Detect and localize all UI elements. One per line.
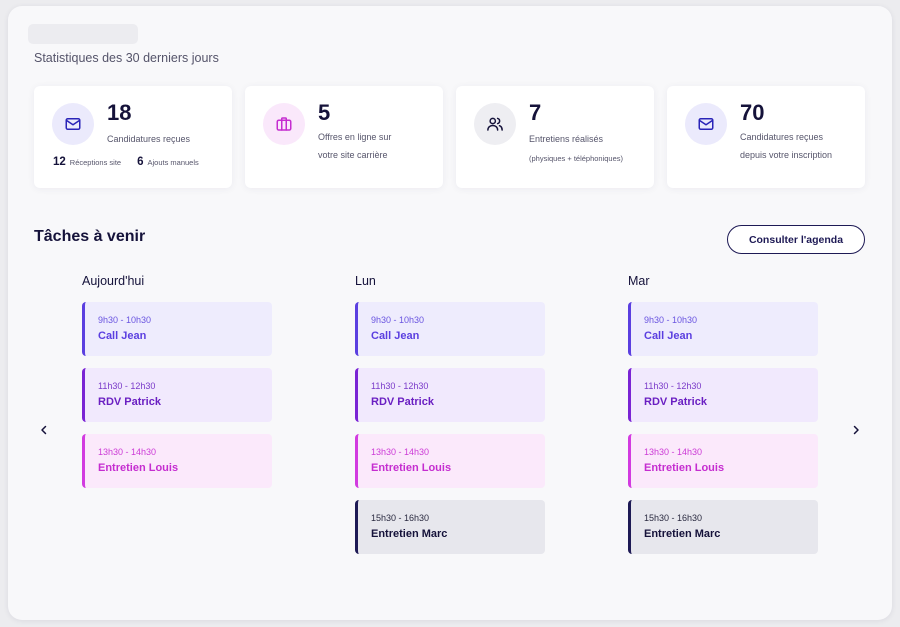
task-card[interactable]: 11h30 - 12h30 RDV Patrick [628, 368, 818, 422]
task-name: Call Jean [644, 330, 693, 342]
day-title: Lun [355, 274, 376, 288]
task-name: Call Jean [98, 330, 147, 342]
stat-number: 7 [529, 100, 542, 125]
stat-number: 18 [107, 100, 132, 125]
task-card[interactable]: 13h30 - 14h30 Entretien Louis [82, 434, 272, 488]
stat-note: (physiques + téléphoniques) [529, 154, 624, 163]
day-title: Aujourd'hui [82, 274, 145, 288]
stat-label: Entretiens réalisés [529, 134, 604, 144]
task-card[interactable]: 9h30 - 10h30 Call Jean [628, 302, 818, 356]
stat-label: Offres en ligne sur votre site carrière [318, 128, 438, 164]
task-time: 11h30 - 12h30 [98, 381, 156, 391]
stat-card-interviews: 7 Entretiens réalisés (physiques + télép… [456, 86, 654, 188]
stat-breakdown: 12 Réceptions site 6 Ajouts manuels [53, 156, 199, 168]
stat-number: 70 [740, 100, 765, 125]
task-time: 13h30 - 14h30 [371, 447, 430, 457]
task-time: 15h30 - 16h30 [371, 513, 430, 523]
stat-label: Candidatures reçues [107, 134, 191, 144]
day-column-mon: Lun 9h30 - 10h30 Call Jean 11h30 - 12h30… [355, 274, 545, 566]
task-time: 13h30 - 14h30 [644, 447, 703, 457]
stat-card-total-applications: 70 Candidatures reçues depuis votre insc… [667, 86, 865, 188]
stat-number: 5 [318, 100, 331, 125]
mail-icon [685, 103, 727, 145]
stat-card-applications: 18 Candidatures reçues 12 Réceptions sit… [34, 86, 232, 188]
task-name: Entretien Marc [644, 528, 721, 540]
stat-label-line: votre site carrière [318, 150, 388, 160]
stats-subtitle: Statistiques des 30 derniers jours [34, 51, 219, 65]
task-time: 11h30 - 12h30 [371, 381, 429, 391]
task-name: Entretien Louis [98, 462, 179, 474]
task-card[interactable]: 13h30 - 14h30 Entretien Louis [628, 434, 818, 488]
task-time: 9h30 - 10h30 [98, 315, 152, 325]
stat-sub-value: 6 [137, 156, 144, 168]
stat-card-offers: 5 Offres en ligne sur votre site carrièr… [245, 86, 443, 188]
task-time: 9h30 - 10h30 [644, 315, 698, 325]
day-title: Mar [628, 274, 650, 288]
mail-icon [52, 103, 94, 145]
task-card[interactable]: 15h30 - 16h30 Entretien Marc [628, 500, 818, 554]
task-name: RDV Patrick [371, 396, 434, 408]
tasks-section-title: Tâches à venir [34, 228, 146, 245]
stat-label-line: depuis votre inscription [740, 150, 833, 160]
task-name: Call Jean [371, 330, 420, 342]
stat-label-line: Offres en ligne sur [318, 132, 392, 142]
briefcase-icon [263, 103, 305, 145]
task-card[interactable]: 9h30 - 10h30 Call Jean [82, 302, 272, 356]
task-name: RDV Patrick [644, 396, 707, 408]
task-card[interactable]: 13h30 - 14h30 Entretien Louis [355, 434, 545, 488]
chevron-left-icon[interactable] [34, 420, 54, 440]
stat-label: Candidatures reçues depuis votre inscrip… [740, 128, 860, 164]
task-time: 15h30 - 16h30 [644, 513, 703, 523]
agenda-button[interactable]: Consulter l'agenda [727, 225, 865, 254]
stat-sub-label: Réceptions site [69, 158, 122, 167]
stat-sub-label: Ajouts manuels [147, 158, 199, 167]
dashboard-panel: Statistiques des 30 derniers jours 18 Ca… [8, 6, 892, 620]
task-time: 9h30 - 10h30 [371, 315, 425, 325]
stat-label-line: Candidatures reçues [740, 132, 824, 142]
task-time: 13h30 - 14h30 [98, 447, 157, 457]
task-name: Entretien Louis [371, 462, 452, 474]
task-name: RDV Patrick [98, 396, 161, 408]
task-card[interactable]: 15h30 - 16h30 Entretien Marc [355, 500, 545, 554]
stat-sub-value: 12 [53, 156, 66, 168]
task-card[interactable]: 11h30 - 12h30 RDV Patrick [82, 368, 272, 422]
day-column-today: Aujourd'hui 9h30 - 10h30 Call Jean 11h30… [82, 274, 272, 500]
task-name: Entretien Louis [644, 462, 725, 474]
users-icon [474, 103, 516, 145]
task-name: Entretien Marc [371, 528, 448, 540]
task-time: 11h30 - 12h30 [644, 381, 702, 391]
task-card[interactable]: 9h30 - 10h30 Call Jean [355, 302, 545, 356]
task-card[interactable]: 11h30 - 12h30 RDV Patrick [355, 368, 545, 422]
chevron-right-icon[interactable] [846, 420, 866, 440]
day-column-tue: Mar 9h30 - 10h30 Call Jean 11h30 - 12h30… [628, 274, 818, 566]
loading-placeholder [28, 24, 138, 44]
